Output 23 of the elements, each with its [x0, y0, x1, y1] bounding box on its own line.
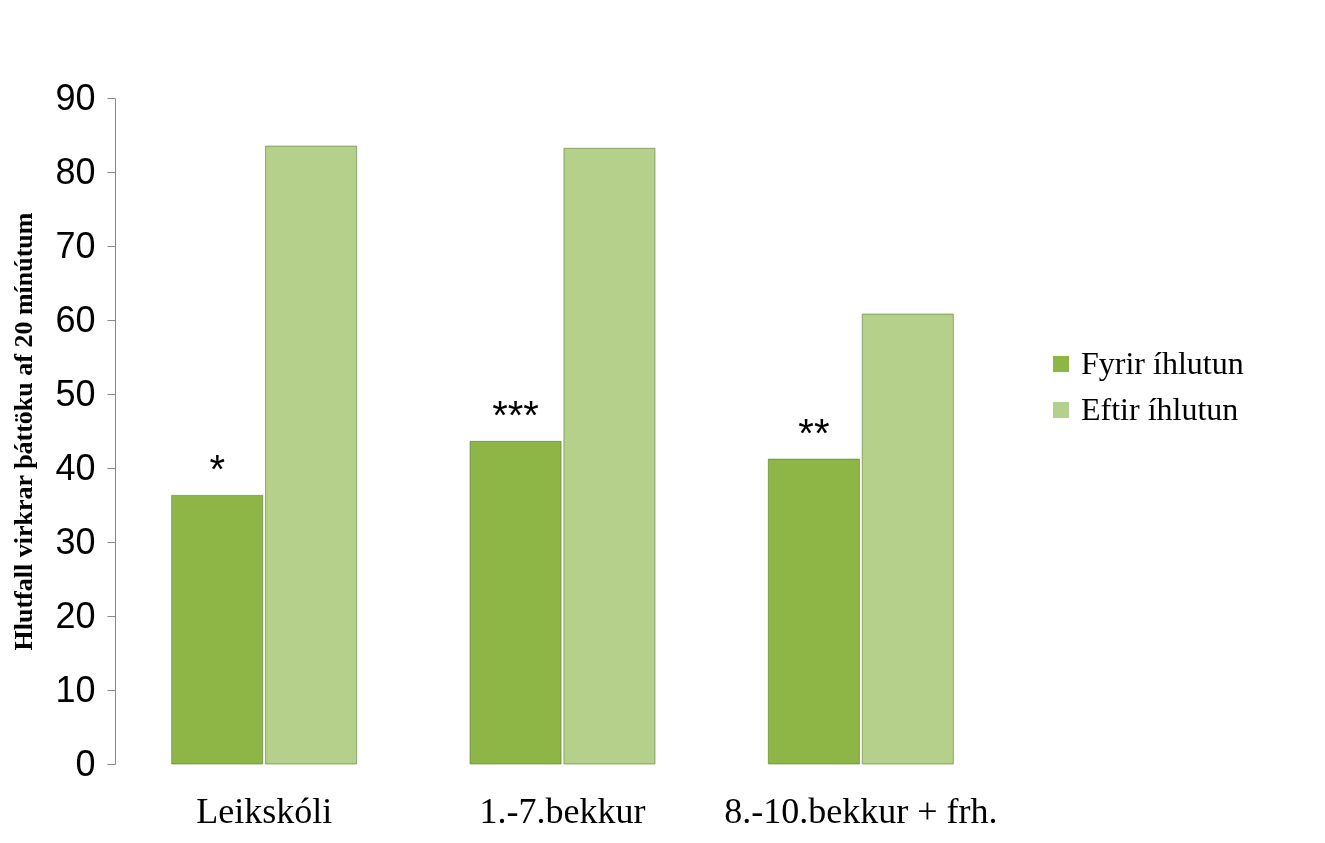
y-tick-label: 0	[75, 742, 96, 784]
y-tick-label: 90	[55, 76, 96, 118]
x-tick-label: 8.-10.bekkur + frh.	[724, 790, 998, 831]
x-tick-label: 1.-7.bekkur	[479, 790, 646, 831]
y-tick-label: 50	[55, 372, 96, 414]
y-tick-label: 70	[55, 224, 96, 266]
y-tick-label: 20	[55, 594, 96, 636]
y-tick-label: 10	[55, 668, 96, 710]
legend-label: Fyrir íhlutun	[1081, 345, 1244, 381]
bar	[861, 313, 954, 765]
x-tick-label: Leikskóli	[196, 790, 333, 831]
y-tick-label: 80	[55, 150, 96, 192]
annotation: ***	[492, 393, 539, 438]
bar	[265, 145, 357, 765]
y-tick-label: 40	[55, 446, 96, 488]
y-tick-label: 30	[55, 520, 96, 562]
bar	[768, 458, 860, 765]
legend-label: Eftir íhlutun	[1081, 391, 1239, 427]
annotation: *	[209, 447, 226, 492]
annotation: **	[798, 411, 830, 456]
y-axis-title: Hlutfall virkrar þáttöku af 20 mínútum	[9, 212, 39, 651]
bar	[171, 495, 264, 765]
y-tick-label: 60	[55, 298, 96, 340]
